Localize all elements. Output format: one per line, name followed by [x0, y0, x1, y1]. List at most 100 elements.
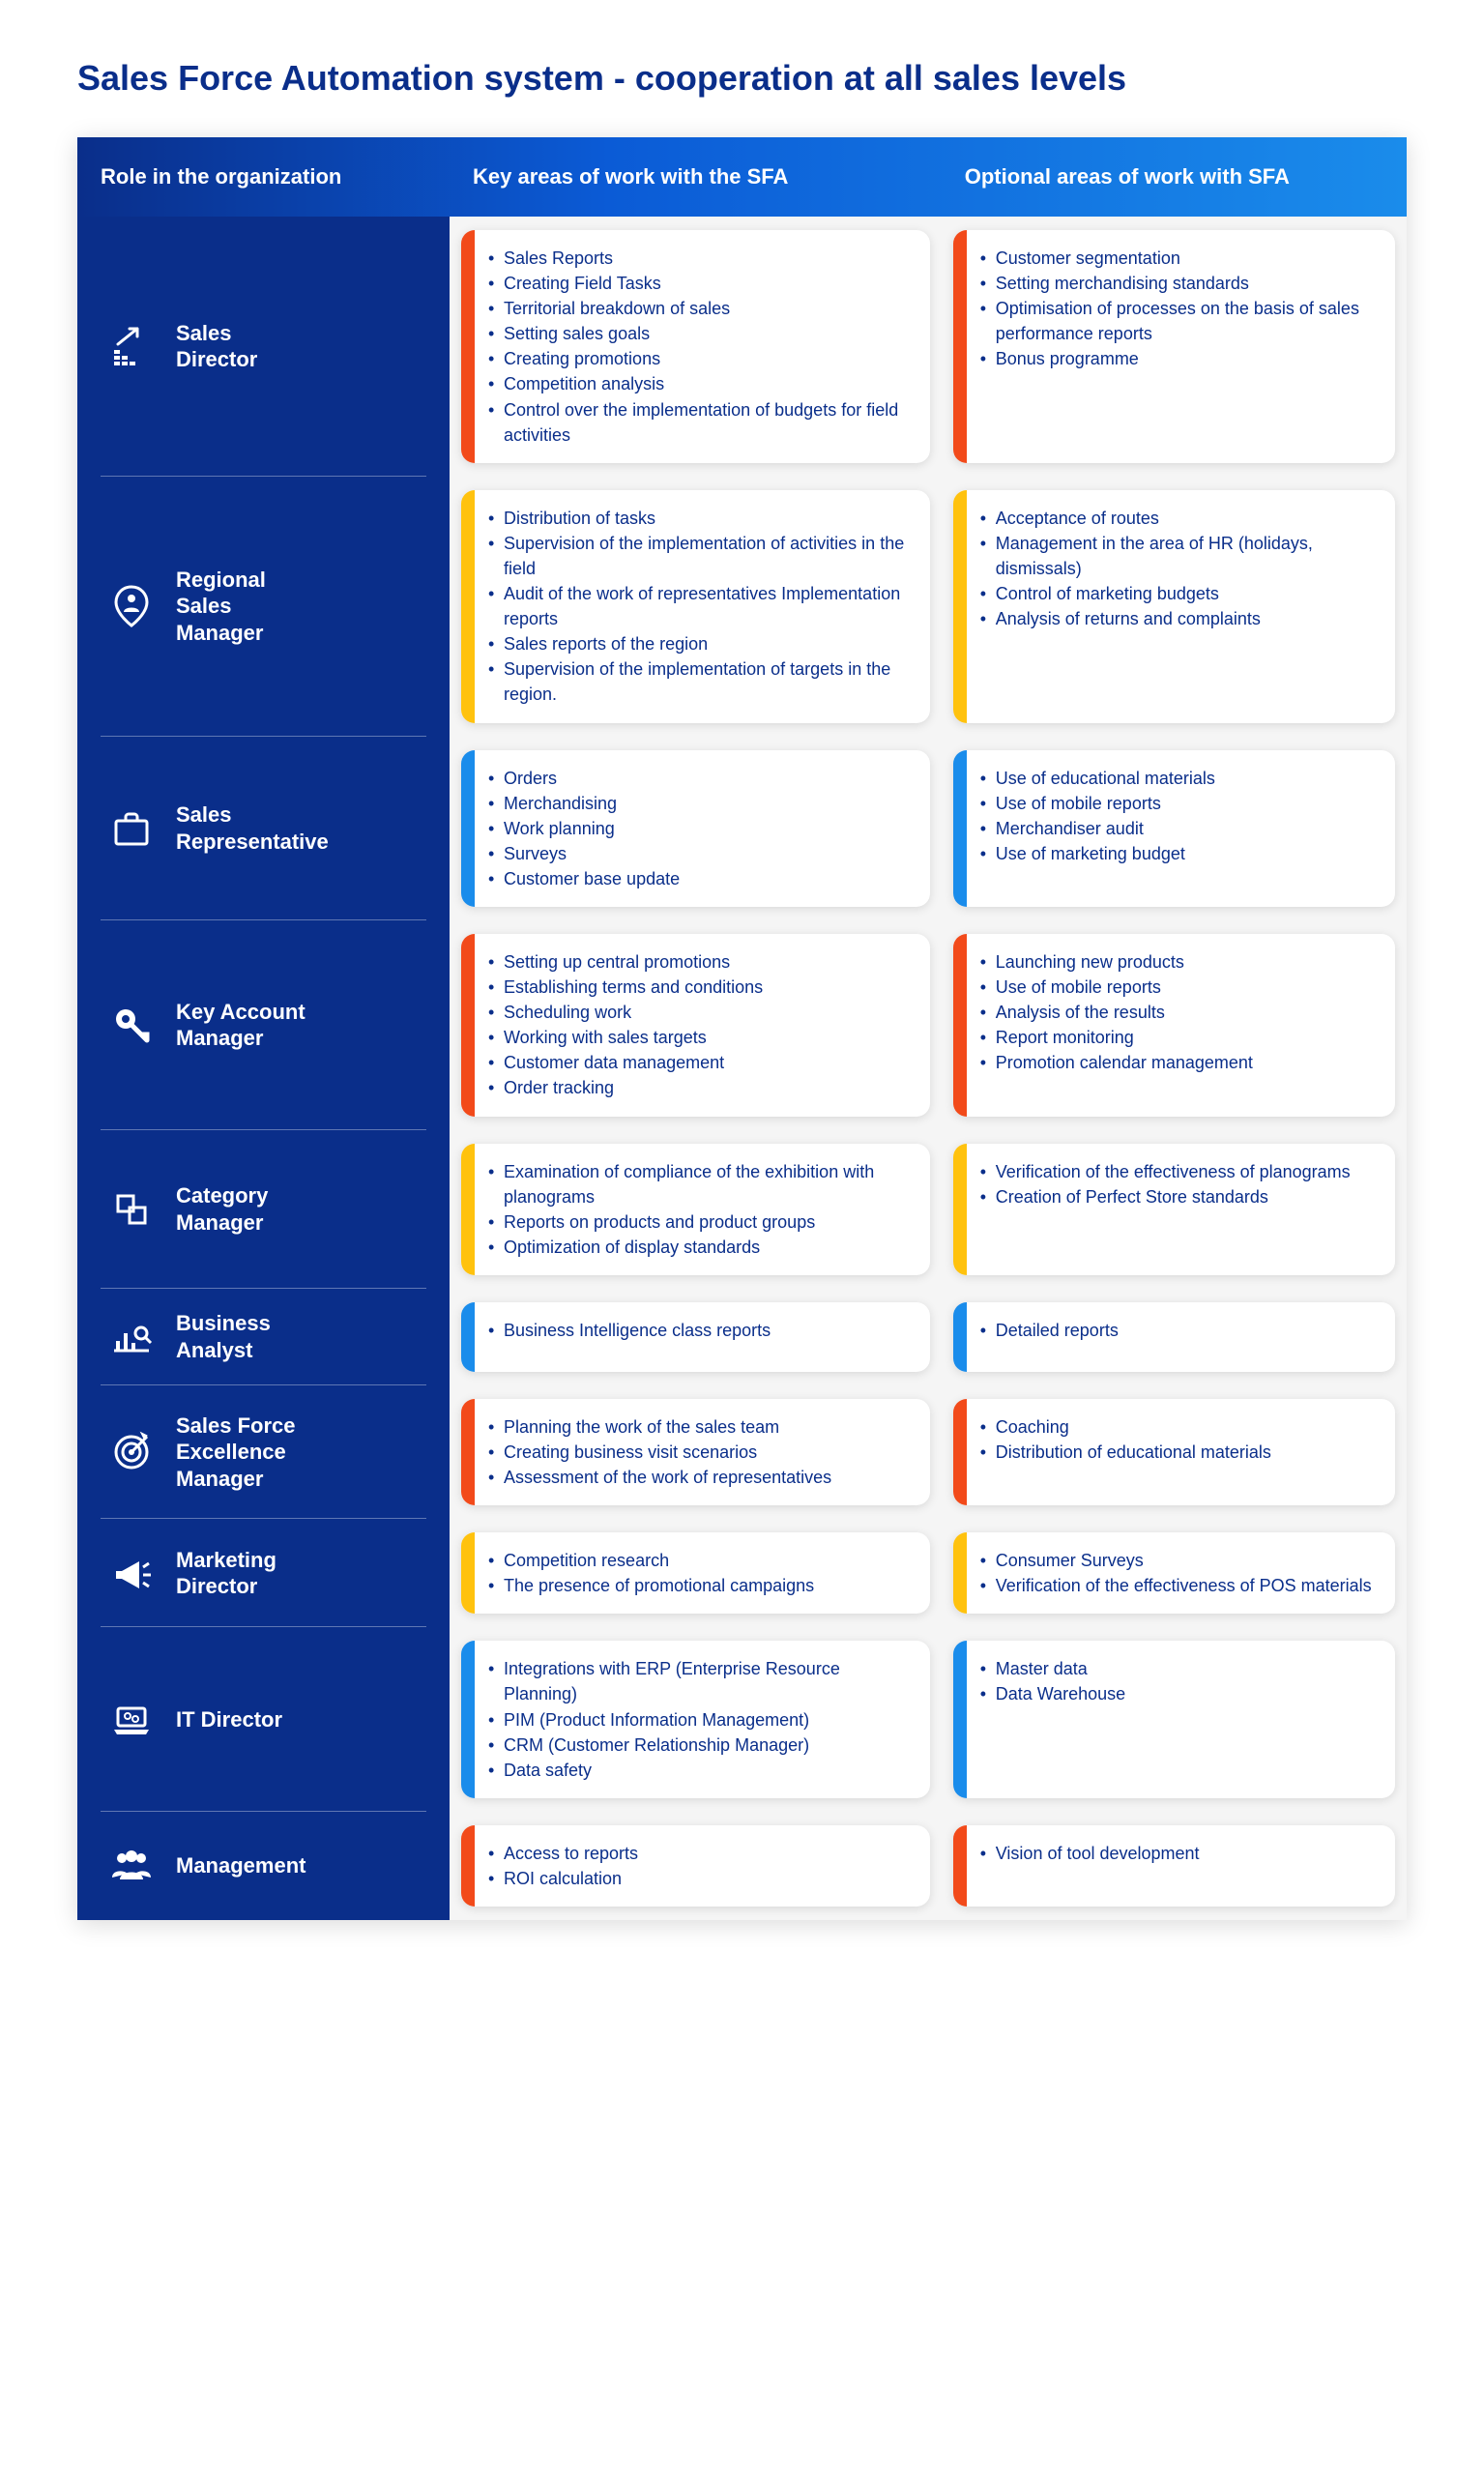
table-row: MarketingDirector Competition researchTh…	[77, 1519, 1407, 1627]
opt-card: Verification of the effectiveness of pla…	[953, 1144, 1395, 1275]
key-cell: Access to reportsROI calculation	[450, 1812, 942, 1920]
list-item: Order tracking	[488, 1075, 913, 1100]
key-card: Integrations with ERP (Enterprise Resour…	[461, 1641, 930, 1797]
list-item: Optimization of display standards	[488, 1235, 913, 1260]
list-item: Distribution of tasks	[488, 506, 913, 531]
list-item: Competition research	[488, 1548, 913, 1573]
opt-cell: Detailed reports	[942, 1289, 1407, 1385]
list-item: ROI calculation	[488, 1866, 913, 1891]
key-card: Competition researchThe presence of prom…	[461, 1532, 930, 1614]
role-label: Sales ForceExcellenceManager	[176, 1412, 296, 1493]
list-item: Control over the implementation of budge…	[488, 397, 913, 448]
card-stripe	[461, 1302, 475, 1372]
list-item: Audit of the work of representatives Imp…	[488, 581, 913, 631]
opt-card: Vision of tool development	[953, 1825, 1395, 1907]
list-item: Detailed reports	[980, 1318, 1378, 1343]
list-item: Analysis of returns and complaints	[980, 606, 1378, 631]
key-cell: Competition researchThe presence of prom…	[450, 1519, 942, 1627]
card-content: Integrations with ERP (Enterprise Resour…	[475, 1641, 930, 1797]
list-item: Sales Reports	[488, 246, 913, 271]
role-label: CategoryManager	[176, 1182, 268, 1236]
card-content: Distribution of tasksSupervision of the …	[475, 490, 930, 723]
list-item: Launching new products	[980, 949, 1378, 975]
key-cell: Planning the work of the sales teamCreat…	[450, 1385, 942, 1519]
list-item: CRM (Customer Relationship Manager)	[488, 1732, 913, 1758]
analyst-icon	[104, 1310, 159, 1364]
card-stripe	[461, 1399, 475, 1505]
card-content: OrdersMerchandisingWork planningSurveysC…	[475, 750, 930, 907]
card-stripe	[953, 750, 967, 907]
key-card: Planning the work of the sales teamCreat…	[461, 1399, 930, 1505]
header-row: Role in the organization Key areas of wo…	[77, 137, 1407, 217]
list-item: Supervision of the implementation of act…	[488, 531, 913, 581]
list-item: Competition analysis	[488, 371, 913, 396]
list-item: Assessment of the work of representative…	[488, 1465, 913, 1490]
list-item: Data safety	[488, 1758, 913, 1783]
key-icon	[104, 998, 159, 1052]
role-cell: Key AccountManager	[77, 920, 450, 1130]
table-row: SalesDirector Sales ReportsCreating Fiel…	[77, 217, 1407, 477]
table-row: Key AccountManager Setting up central pr…	[77, 920, 1407, 1130]
card-stripe	[953, 230, 967, 463]
card-stripe	[461, 1144, 475, 1275]
list-item: Consumer Surveys	[980, 1548, 1378, 1573]
people-icon	[104, 1839, 159, 1893]
card-stripe	[461, 934, 475, 1117]
card-content: Sales ReportsCreating Field TasksTerrito…	[475, 230, 930, 463]
list-item: Work planning	[488, 816, 913, 841]
list-item: Scheduling work	[488, 1000, 913, 1025]
list-item: Use of mobile reports	[980, 975, 1378, 1000]
opt-card: CoachingDistribution of educational mate…	[953, 1399, 1395, 1505]
list-item: Data Warehouse	[980, 1681, 1378, 1706]
role-cell: MarketingDirector	[77, 1519, 450, 1627]
card-content: Setting up central promotionsEstablishin…	[475, 934, 930, 1117]
list-item: The presence of promotional campaigns	[488, 1573, 913, 1598]
card-content: Use of educational materialsUse of mobil…	[967, 750, 1395, 907]
key-card: Business Intelligence class reports	[461, 1302, 930, 1372]
role-cell: IT Director	[77, 1627, 450, 1811]
card-stripe	[953, 934, 967, 1117]
opt-card: Customer segmentationSetting merchandisi…	[953, 230, 1395, 463]
opt-cell: Launching new productsUse of mobile repo…	[942, 920, 1407, 1130]
card-stripe	[461, 230, 475, 463]
opt-cell: CoachingDistribution of educational mate…	[942, 1385, 1407, 1519]
key-cell: Setting up central promotionsEstablishin…	[450, 920, 942, 1130]
key-card: OrdersMerchandisingWork planningSurveysC…	[461, 750, 930, 907]
list-item: Customer segmentation	[980, 246, 1378, 271]
card-content: Vision of tool development	[967, 1825, 1395, 1907]
list-item: Use of marketing budget	[980, 841, 1378, 866]
card-content: Acceptance of routesManagement in the ar…	[967, 490, 1395, 723]
list-item: Verification of the effectiveness of pla…	[980, 1159, 1378, 1184]
list-item: Customer data management	[488, 1050, 913, 1075]
key-card: Sales ReportsCreating Field TasksTerrito…	[461, 230, 930, 463]
table-row: SalesRepresentative OrdersMerchandisingW…	[77, 737, 1407, 920]
opt-card: Master dataData Warehouse	[953, 1641, 1395, 1797]
card-stripe	[953, 1825, 967, 1907]
list-item: Coaching	[980, 1414, 1378, 1440]
table-row: BusinessAnalyst Business Intelligence cl…	[77, 1289, 1407, 1385]
role-cell: CategoryManager	[77, 1130, 450, 1289]
list-item: Creating Field Tasks	[488, 271, 913, 296]
list-item: Verification of the effectiveness of POS…	[980, 1573, 1378, 1598]
role-cell: SalesDirector	[77, 217, 450, 477]
list-item: Creating promotions	[488, 346, 913, 371]
card-stripe	[461, 1641, 475, 1797]
card-stripe	[953, 1302, 967, 1372]
opt-card: Consumer SurveysVerification of the effe…	[953, 1532, 1395, 1614]
role-label: Key AccountManager	[176, 999, 306, 1052]
role-label: BusinessAnalyst	[176, 1310, 271, 1363]
card-stripe	[461, 750, 475, 907]
list-item: Orders	[488, 766, 913, 791]
opt-cell: Consumer SurveysVerification of the effe…	[942, 1519, 1407, 1627]
coins-arrow-icon	[104, 319, 159, 373]
card-content: Access to reportsROI calculation	[475, 1825, 930, 1907]
key-cell: Distribution of tasksSupervision of the …	[450, 477, 942, 737]
role-label: Management	[176, 1852, 306, 1879]
list-item: Master data	[980, 1656, 1378, 1681]
card-content: Customer segmentationSetting merchandisi…	[967, 230, 1395, 463]
table-row: IT Director Integrations with ERP (Enter…	[77, 1627, 1407, 1811]
header-opt: Optional areas of work with SFA	[942, 137, 1407, 217]
card-content: Detailed reports	[967, 1302, 1395, 1372]
page-title: Sales Force Automation system - cooperat…	[77, 58, 1407, 99]
card-stripe	[461, 490, 475, 723]
